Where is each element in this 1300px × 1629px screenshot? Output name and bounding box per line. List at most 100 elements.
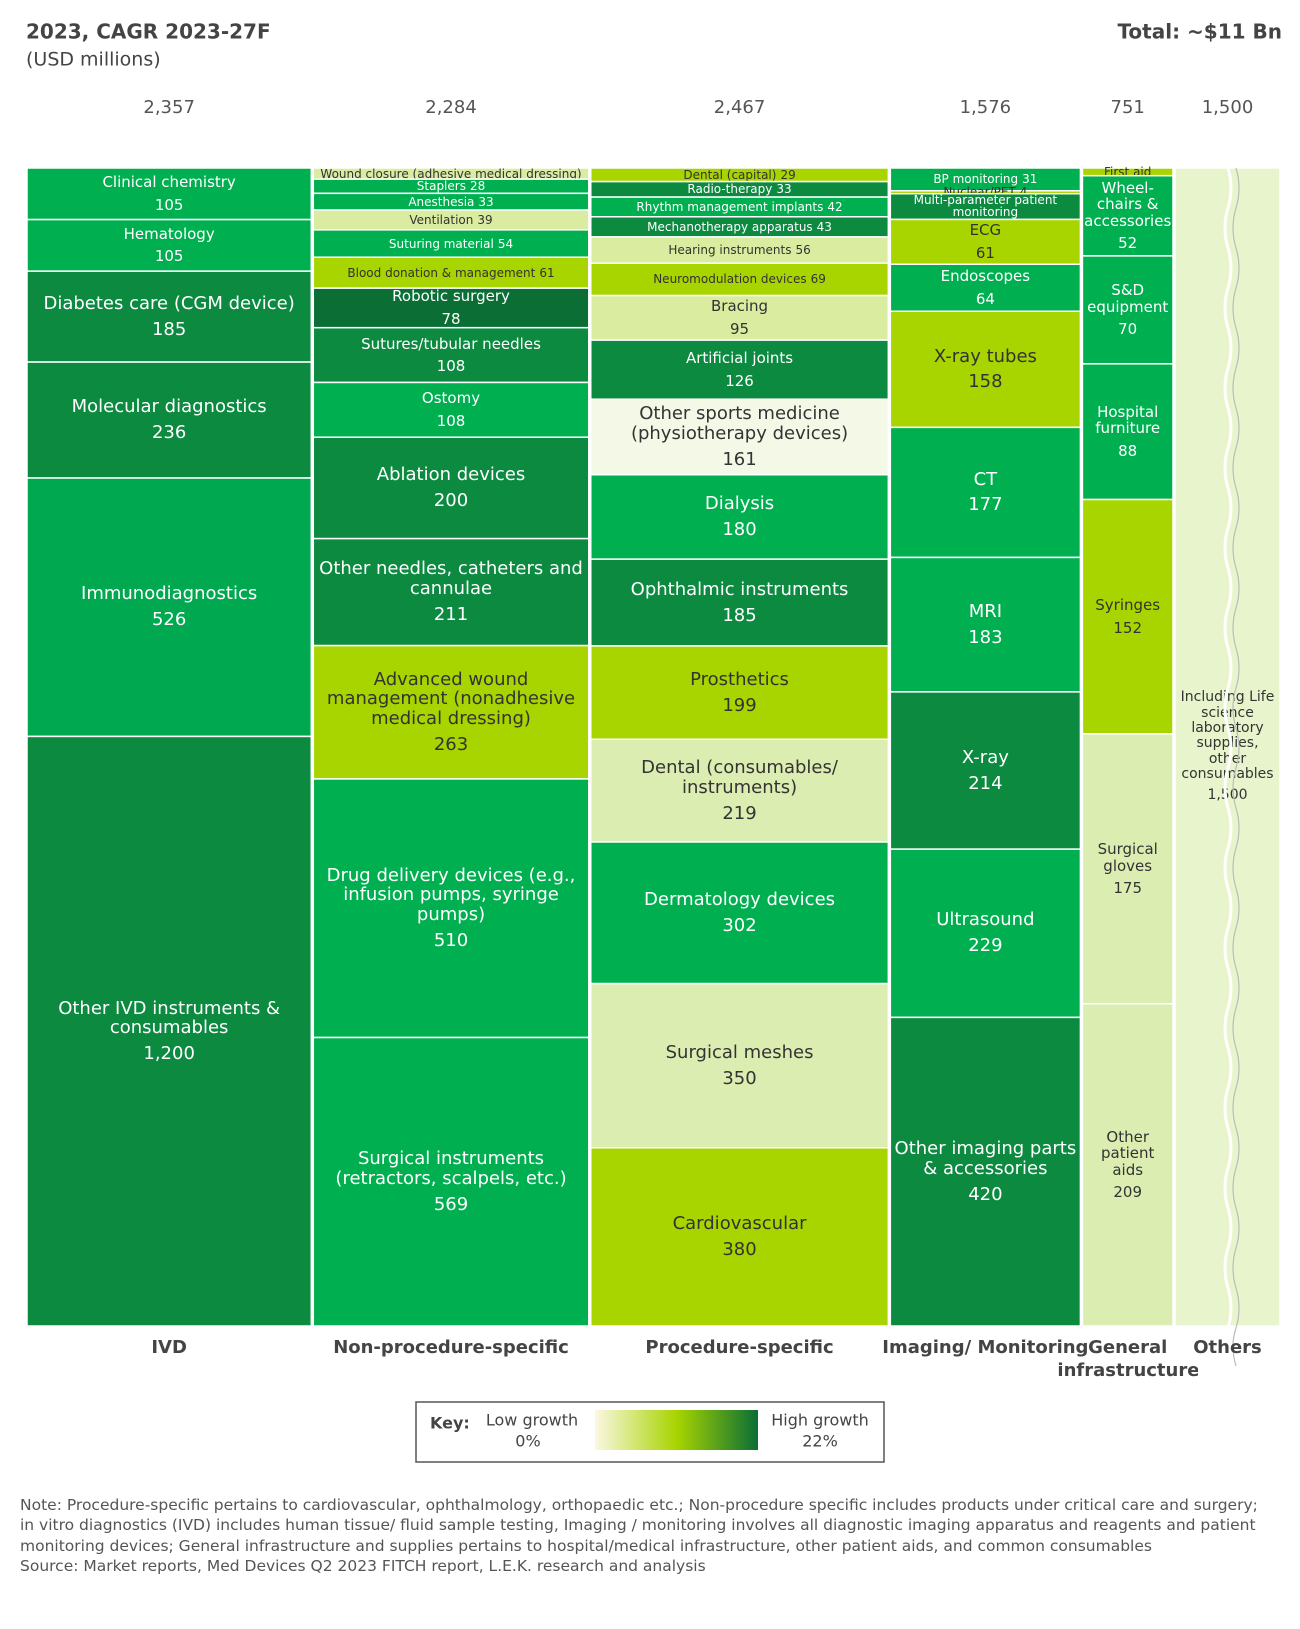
column-label-box: Others xyxy=(1193,1337,1262,1358)
segment xyxy=(312,381,590,438)
segment-label: X-ray tubes 158 xyxy=(890,311,1080,427)
segment-label: Multi-parameter patient monitoring35 xyxy=(890,194,1080,230)
segment-name: Ventilation xyxy=(409,212,474,227)
segment-label-box: Hearing instruments 56 xyxy=(668,244,810,256)
segment-value: 95 xyxy=(729,319,750,338)
segment-name: Surgical instruments (retractors, scalpe… xyxy=(335,1148,567,1189)
segment xyxy=(1081,1002,1174,1327)
segment-label-box: Advanced wound management (nonadhesive m… xyxy=(313,646,588,779)
segment xyxy=(1174,167,1281,1327)
segment-name: Neuromodulation devices xyxy=(653,272,807,287)
segment-label: Advanced wound management (nonadhesive m… xyxy=(313,646,588,779)
segment-value: 29 xyxy=(780,167,796,182)
segment-label-box: Wheel-chairs & accessories 52 xyxy=(1084,180,1171,252)
legend-gradient xyxy=(595,1410,758,1450)
segment-name: Prosthetics xyxy=(690,668,789,690)
segment-value: 105 xyxy=(154,247,184,266)
segment xyxy=(26,167,313,221)
legend: Key: Low growth 0% High growth 22% xyxy=(415,1401,885,1463)
segment-label-box: Diabetes care (CGM device) 185 xyxy=(43,294,294,339)
segment-label-box: Molecular diagnostics 236 xyxy=(72,397,267,444)
column-total: 1,576 xyxy=(960,97,1012,118)
segment xyxy=(889,1016,1082,1327)
segment-label: Dental (consumables/ instruments) 219 xyxy=(591,739,889,842)
segment-value: 1,200 xyxy=(143,1043,195,1065)
segment-label: Ostomy 108 xyxy=(313,382,588,437)
legend-low: Low growth xyxy=(486,1411,578,1430)
segment-label: Ventilation 39 xyxy=(313,210,588,230)
segment-value: 229 xyxy=(968,935,1003,957)
column-total: 2,284 xyxy=(425,97,477,118)
segment-label: ECG 61 xyxy=(890,219,1080,264)
segment-name: Drug delivery devices (e.g., infusion pu… xyxy=(326,864,576,926)
segment-label: Cardiovascular 380 xyxy=(591,1148,889,1326)
segment-name: Robotic surgery xyxy=(392,287,510,306)
segment-name: Endoscopes xyxy=(940,267,1031,286)
segment xyxy=(590,558,890,647)
segment-label-box: Other imaging parts & accessories 420 xyxy=(890,1017,1080,1326)
column-label-box: IVD xyxy=(151,1337,187,1358)
segment-value: 302 xyxy=(722,914,757,936)
segment-name: BP monitoring xyxy=(933,172,1019,187)
segment-name: Suturing material xyxy=(388,236,494,251)
segment-name: Other IVD instruments & consumables xyxy=(58,997,281,1039)
column-total: 2,467 xyxy=(714,97,766,118)
segment-label-box: S&D equipment 70 xyxy=(1087,281,1169,337)
segment-label-box: Ultrasound 229 xyxy=(936,910,1034,957)
segment-label: Clinical chemistry 105 xyxy=(27,168,311,220)
segment-value: 569 xyxy=(433,1193,469,1215)
segment-value: 158 xyxy=(968,371,1003,393)
segment-label-box: Immunodiagnostics 526 xyxy=(81,584,257,629)
segment-value: 69 xyxy=(810,272,826,287)
segment xyxy=(889,691,1082,850)
segment-label-box: Anesthesia 33 xyxy=(408,196,493,208)
segment-label-box: Surgical gloves 175 xyxy=(1097,840,1158,896)
segment-name: Ophthalmic instruments xyxy=(630,578,849,600)
segment-label: Other patient aids 209 xyxy=(1082,1004,1173,1326)
segment-label: Surgical meshes 350 xyxy=(591,984,889,1148)
segment-label-box: BP monitoring 31 xyxy=(933,172,1037,187)
segment-label: Prosthetics 199 xyxy=(591,646,889,739)
segment xyxy=(889,848,1082,1019)
segment-name: Bracing xyxy=(710,297,769,316)
segment xyxy=(590,236,890,264)
segment-name: Other sports medicine (physiotherapy dev… xyxy=(630,403,849,445)
segment-label-box: Other IVD instruments & consumables 1,200 xyxy=(27,736,311,1326)
segment-label: Dental (capital) 29 xyxy=(591,168,889,182)
segment-label-box: Dental (consumables/ instruments) 219 xyxy=(591,739,889,842)
legend-low-value: 0% xyxy=(515,1432,540,1451)
segment-label-box: X-ray 214 xyxy=(962,747,1009,792)
segment-label-box: Including Life science laboratory suppli… xyxy=(1181,689,1275,803)
column-label: Procedure-specific xyxy=(645,1337,834,1358)
footnotes: Note: Procedure-specific pertains to car… xyxy=(20,1496,1258,1575)
segment-name: CT xyxy=(973,468,998,490)
segment-value: 200 xyxy=(433,489,469,511)
segment-label: Other imaging parts & accessories 420 xyxy=(890,1017,1080,1326)
legend-title: Key: xyxy=(430,1414,470,1433)
segment-label: Hospital furniture 88 xyxy=(1082,364,1173,500)
segment-label-box: Artificial joints 126 xyxy=(686,350,793,389)
column-label: Non-procedure-specific xyxy=(333,1337,569,1358)
segment-value: 43 xyxy=(816,219,832,234)
segment-label: Ablation devices 200 xyxy=(313,437,588,538)
segment-label-box: Clinical chemistry 105 xyxy=(27,168,311,220)
segment-label-box: ECG 61 xyxy=(890,219,1080,264)
segment-label-box: Staplers 28 xyxy=(417,180,485,192)
segment-label: Other IVD instruments & consumables 1,200 xyxy=(27,736,311,1326)
column-total: 2,357 xyxy=(143,97,195,118)
segment-value: 161 xyxy=(722,448,757,470)
segment-label-box: Hematology 105 xyxy=(124,226,215,266)
segment-label-box: Multi-parameter patient monitoring35 xyxy=(890,194,1080,230)
segment-label-box: Dialysis 180 xyxy=(705,494,774,539)
segment xyxy=(312,229,590,258)
segment-name: Surgical gloves xyxy=(1097,840,1158,875)
segment-name: S&D equipment xyxy=(1087,281,1169,316)
segment-value: 61 xyxy=(975,243,995,262)
segment-value: 236 xyxy=(151,422,187,444)
segment-name: Rhythm management implants xyxy=(636,199,824,214)
segment-label-box: Dermatology devices 302 xyxy=(644,890,835,936)
segment-value: 108 xyxy=(436,411,466,430)
segment xyxy=(590,738,890,843)
segment-label-box: X-ray tubes 158 xyxy=(890,311,1080,427)
